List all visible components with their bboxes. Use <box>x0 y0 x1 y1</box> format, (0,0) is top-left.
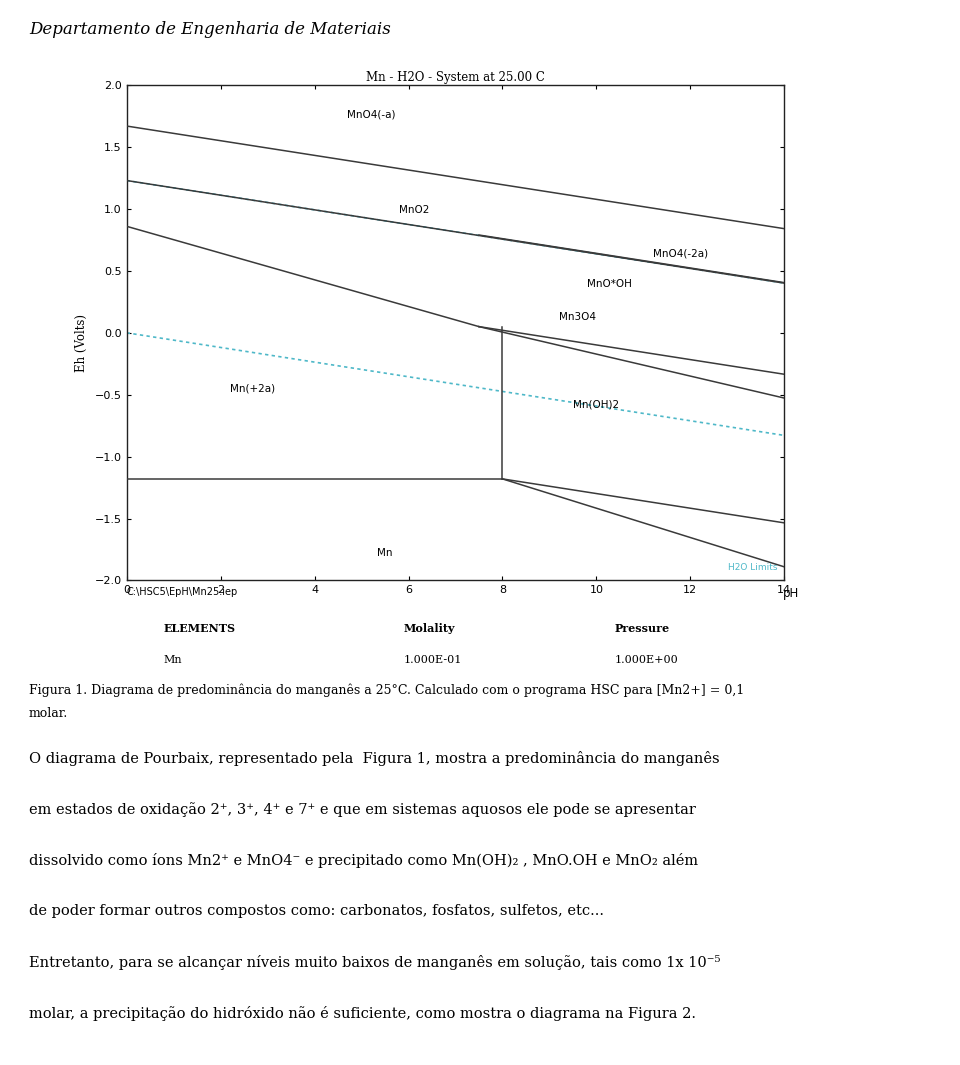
Text: Eh (Volts): Eh (Volts) <box>75 314 88 372</box>
Text: C:\HSC5\EpH\Mn25.iep: C:\HSC5\EpH\Mn25.iep <box>127 587 238 596</box>
Text: Entretanto, para se alcançar níveis muito baixos de manganês em solução, tais co: Entretanto, para se alcançar níveis muit… <box>29 955 720 970</box>
Text: MnO2: MnO2 <box>399 204 429 215</box>
Text: pH: pH <box>782 587 799 600</box>
Title: Mn - H2O - System at 25.00 C: Mn - H2O - System at 25.00 C <box>366 71 545 84</box>
Text: Mn(OH)2: Mn(OH)2 <box>573 399 619 409</box>
Text: molar.: molar. <box>29 707 68 720</box>
Text: MnO*OH: MnO*OH <box>587 279 632 289</box>
Text: Molality: Molality <box>403 623 455 634</box>
Text: Pressure: Pressure <box>614 623 669 634</box>
Text: Figura 1. Diagrama de predominância do manganês a 25°C. Calculado com o programa: Figura 1. Diagrama de predominância do m… <box>29 684 744 698</box>
Text: MnO4(-2a): MnO4(-2a) <box>653 248 708 258</box>
Text: ELEMENTS: ELEMENTS <box>163 623 235 634</box>
Text: O diagrama de Pourbaix, representado pela  Figura 1, mostra a predominância do m: O diagrama de Pourbaix, representado pel… <box>29 751 719 766</box>
Text: de poder formar outros compostos como: carbonatos, fosfatos, sulfetos, etc...: de poder formar outros compostos como: c… <box>29 904 604 918</box>
Text: 1.000E+00: 1.000E+00 <box>614 655 678 665</box>
Text: MnO4(-a): MnO4(-a) <box>347 110 396 120</box>
Text: molar, a precipitação do hidróxido não é suficiente, como mostra o diagrama na F: molar, a precipitação do hidróxido não é… <box>29 1006 696 1021</box>
Text: Mn3O4: Mn3O4 <box>559 312 596 323</box>
Text: Departamento de Engenharia de Materiais: Departamento de Engenharia de Materiais <box>29 21 391 38</box>
Text: Mn(+2a): Mn(+2a) <box>230 383 276 393</box>
Text: Mn: Mn <box>163 655 181 665</box>
Text: H2O Limits: H2O Limits <box>728 562 778 572</box>
Text: dissolvido como íons Mn2⁺ e MnO4⁻ e precipitado como Mn(OH)₂ , MnO.OH e MnO₂ alé: dissolvido como íons Mn2⁺ e MnO4⁻ e prec… <box>29 853 698 868</box>
Text: Mn: Mn <box>377 547 393 558</box>
Text: 1.000E-01: 1.000E-01 <box>403 655 462 665</box>
Text: em estados de oxidação 2⁺, 3⁺, 4⁺ e 7⁺ e que em sistemas aquosos ele pode se apr: em estados de oxidação 2⁺, 3⁺, 4⁺ e 7⁺ e… <box>29 802 696 817</box>
